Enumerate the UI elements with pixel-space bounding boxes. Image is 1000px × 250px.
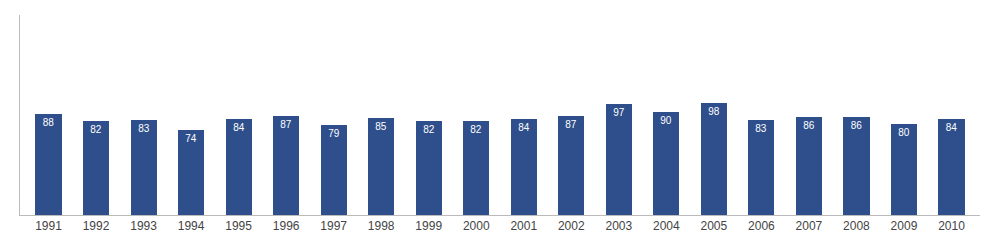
svg-text:1998: 1998	[368, 219, 395, 233]
svg-text:82: 82	[470, 124, 482, 135]
svg-text:86: 86	[851, 120, 863, 131]
svg-text:1991: 1991	[35, 219, 62, 233]
svg-text:82: 82	[423, 124, 435, 135]
svg-text:1994: 1994	[178, 219, 205, 233]
svg-text:82: 82	[90, 124, 102, 135]
svg-text:2001: 2001	[510, 219, 537, 233]
svg-text:2006: 2006	[748, 219, 775, 233]
svg-text:1997: 1997	[320, 219, 347, 233]
svg-text:1999: 1999	[415, 219, 442, 233]
svg-text:2000: 2000	[463, 219, 490, 233]
svg-text:1996: 1996	[273, 219, 300, 233]
svg-text:2005: 2005	[701, 219, 728, 233]
svg-text:86: 86	[803, 120, 815, 131]
svg-text:74: 74	[185, 133, 197, 144]
svg-text:2008: 2008	[843, 219, 870, 233]
svg-text:2004: 2004	[653, 219, 680, 233]
svg-text:83: 83	[138, 123, 150, 134]
svg-text:79: 79	[328, 128, 340, 139]
svg-text:2003: 2003	[605, 219, 632, 233]
svg-text:84: 84	[233, 122, 245, 133]
svg-text:85: 85	[375, 121, 387, 132]
svg-text:83: 83	[755, 123, 767, 134]
svg-text:2002: 2002	[558, 219, 585, 233]
svg-text:2009: 2009	[891, 219, 918, 233]
svg-text:80: 80	[898, 127, 910, 138]
svg-text:87: 87	[565, 119, 577, 130]
svg-text:84: 84	[518, 122, 530, 133]
svg-text:90: 90	[660, 115, 672, 126]
svg-text:1995: 1995	[225, 219, 252, 233]
svg-text:1992: 1992	[83, 219, 110, 233]
svg-text:98: 98	[708, 106, 720, 117]
svg-text:88: 88	[43, 117, 55, 128]
svg-text:97: 97	[613, 107, 625, 118]
svg-text:87: 87	[280, 119, 292, 130]
svg-text:2010: 2010	[938, 219, 965, 233]
svg-text:1993: 1993	[130, 219, 157, 233]
svg-text:84: 84	[946, 122, 958, 133]
svg-text:2007: 2007	[796, 219, 823, 233]
